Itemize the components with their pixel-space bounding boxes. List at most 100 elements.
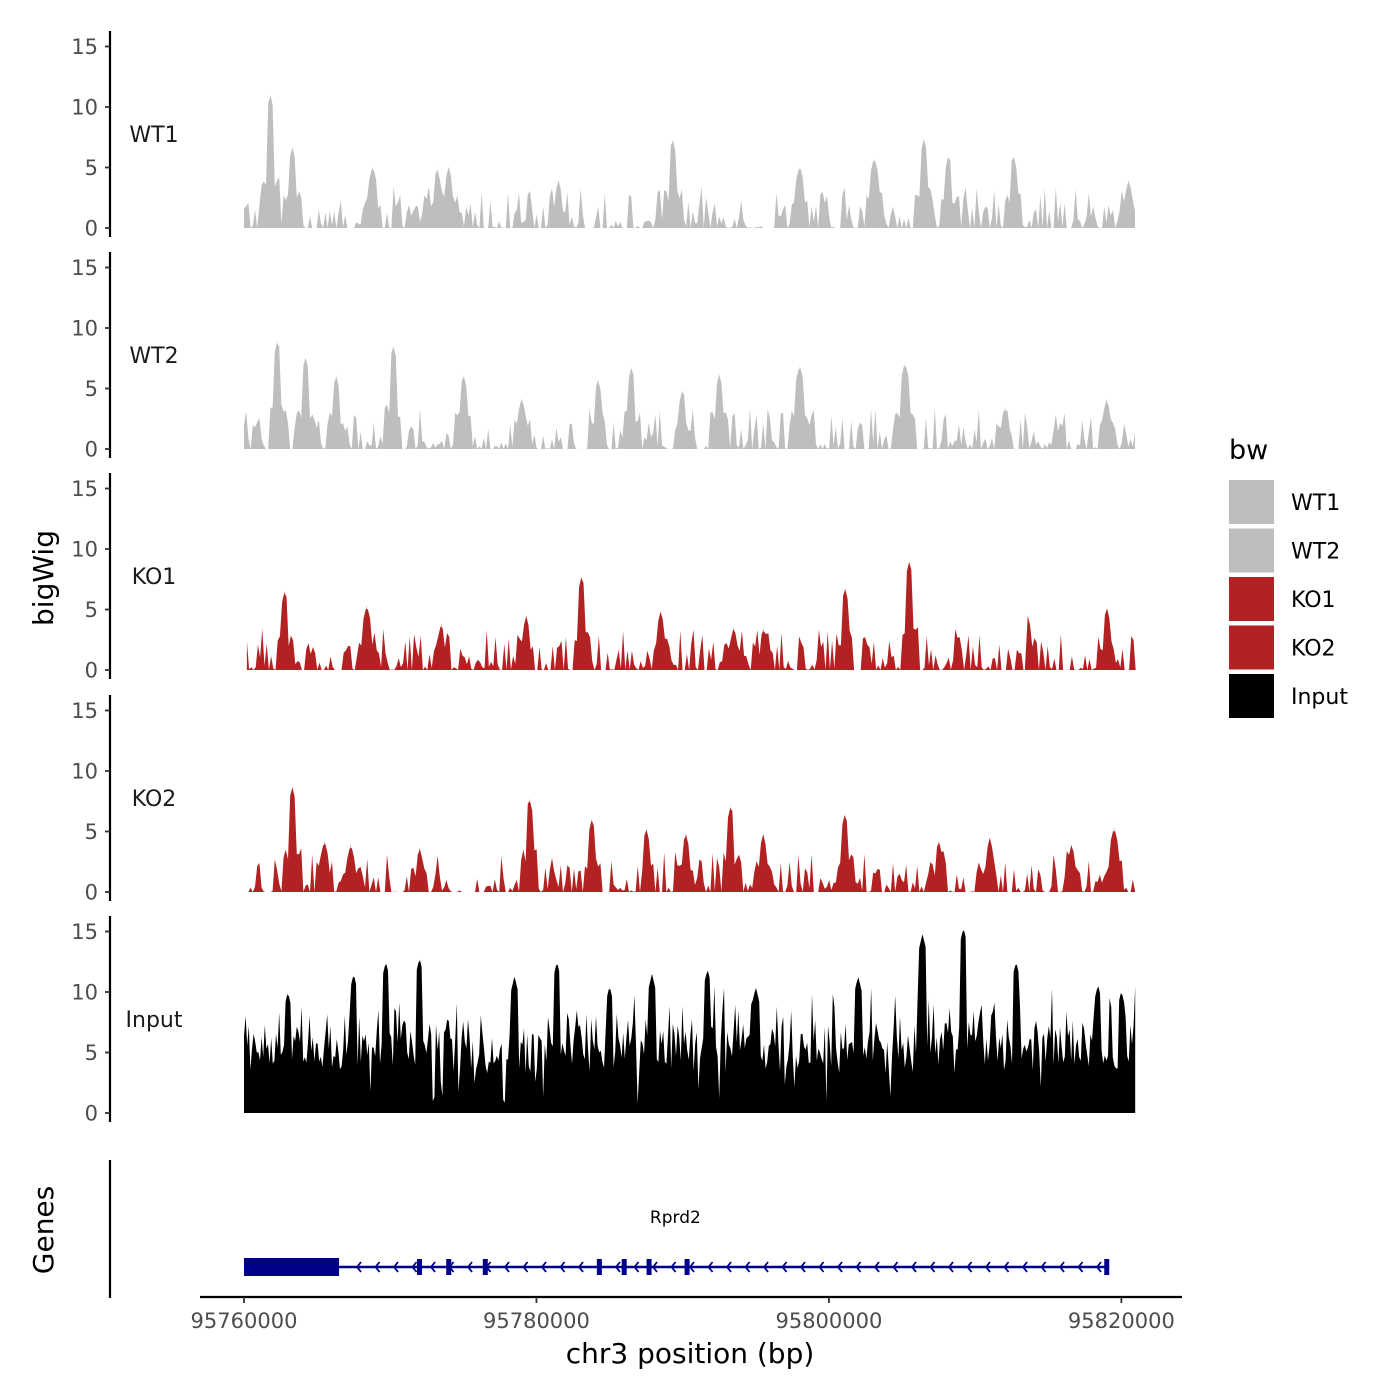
track-ko2: 0 5 10 15 KO2	[71, 695, 1135, 905]
coverage-area-wt1	[244, 95, 1135, 228]
y-tick-label: 10	[71, 760, 98, 784]
strand-arrow-icon	[966, 1261, 973, 1273]
track-label-wt2: WT2	[129, 344, 178, 369]
y-tick-label: 0	[85, 438, 98, 462]
coverage-peak	[1001, 406, 1008, 449]
coverage-peak	[347, 843, 354, 892]
coverage-peak	[589, 818, 595, 892]
coverage-peak	[416, 847, 423, 892]
gene-exon	[621, 1259, 627, 1275]
coverage-peak	[369, 165, 376, 228]
strand-arrow-icon	[818, 1261, 825, 1273]
y-tick-label: 10	[71, 981, 98, 1005]
track-input: 0 5 10 15 Input	[71, 916, 1136, 1126]
coverage-peak	[921, 138, 927, 228]
coverage-peak	[935, 840, 942, 892]
coverage-peak	[1068, 843, 1075, 892]
coverage-peak	[760, 627, 767, 670]
y-tick-label: 15	[71, 35, 98, 59]
x-tick-label: 95820000	[1068, 1309, 1175, 1333]
strand-arrow-icon	[873, 1261, 880, 1273]
strand-arrow-icon	[559, 1261, 566, 1273]
coverage-peak	[434, 167, 440, 228]
legend-title: bw	[1229, 435, 1268, 466]
coverage-peak	[752, 987, 759, 1113]
coverage-peak	[960, 927, 967, 1113]
gene-exon	[684, 1259, 690, 1275]
coverage-peak	[606, 986, 613, 1113]
strand-arrow-icon	[466, 1261, 473, 1273]
track-label-wt1: WT1	[129, 123, 178, 148]
y-tick-label: 15	[71, 699, 98, 723]
coverage-peak	[363, 604, 370, 670]
strand-arrow-icon	[910, 1261, 917, 1273]
coverage-peak	[289, 786, 296, 892]
strand-arrow-icon	[855, 1261, 862, 1273]
track-label-ko2: KO2	[132, 787, 177, 812]
coverage-peak	[1103, 398, 1110, 449]
y-tick-label: 5	[85, 598, 98, 622]
gene-exon	[416, 1259, 422, 1275]
strand-arrow-icon	[725, 1261, 732, 1273]
coverage-peak	[1024, 615, 1031, 670]
coverage-area-wt2	[244, 342, 1135, 449]
coverage-peak	[274, 340, 281, 449]
coverage-peak	[679, 388, 686, 449]
coverage-peak	[669, 138, 676, 228]
coverage-tracks: 0 5 10 15 WT1 0 5 10 15 WT2 0 5 10 15 KO1 0 5 10 15 KO2 0 5 10…	[71, 31, 1136, 1126]
coverage-peak	[704, 969, 711, 1113]
coverage-peak	[760, 833, 767, 892]
coverage-peak	[906, 561, 913, 670]
gene-exon-thick	[244, 1258, 340, 1276]
coverage-peak	[796, 364, 803, 449]
strand-arrow-icon	[374, 1261, 381, 1273]
coverage-peak	[716, 374, 723, 449]
coverage-peak	[553, 961, 560, 1113]
strand-arrow-icon	[670, 1261, 677, 1273]
x-tick-label: 95780000	[483, 1309, 590, 1333]
coverage-peak	[986, 837, 993, 892]
coverage-peak	[390, 344, 397, 449]
strand-arrow-icon	[577, 1261, 584, 1273]
legend-label-wt1: WT1	[1291, 491, 1340, 516]
coverage-peak	[657, 610, 664, 670]
strand-arrow-icon	[929, 1261, 936, 1273]
strand-arrow-icon	[355, 1261, 362, 1273]
coverage-peak	[416, 958, 423, 1113]
track-ko1: 0 5 10 15 KO1	[71, 473, 1136, 683]
strand-arrow-icon	[485, 1261, 492, 1273]
y-tick-label: 15	[71, 920, 98, 944]
coverage-peak	[682, 832, 689, 892]
coverage-peak	[382, 961, 389, 1113]
x-axis: 95760000 95780000 95800000 95820000	[191, 1295, 1182, 1333]
coverage-peak	[333, 375, 340, 449]
coverage-peak	[1118, 990, 1125, 1113]
strand-arrow-icon	[799, 1261, 806, 1273]
genes-axis-title: Genes	[27, 1186, 60, 1274]
y-tick-label: 5	[85, 156, 98, 180]
coverage-peak	[649, 973, 655, 1113]
coverage-peak	[945, 154, 952, 228]
strand-arrow-icon	[392, 1261, 399, 1273]
legend-label-input: Input	[1291, 685, 1348, 710]
strand-arrow-icon	[429, 1261, 436, 1273]
x-axis-title: chr3 position (bp)	[566, 1337, 815, 1370]
y-tick-label: 15	[71, 477, 98, 501]
legend-key-wt2	[1229, 528, 1274, 573]
coverage-peak	[842, 813, 848, 892]
coverage-peak	[526, 797, 533, 892]
coverage-peak	[1125, 179, 1132, 228]
gene-exon	[596, 1259, 602, 1275]
track-wt2: 0 5 10 15 WT2	[71, 252, 1135, 462]
legend-label-ko2: KO2	[1291, 637, 1336, 662]
coverage-peak	[1103, 607, 1110, 670]
coverage-peak	[518, 397, 525, 449]
coverage-peak	[855, 976, 862, 1113]
legend-key-input	[1229, 674, 1274, 718]
y-tick-label: 0	[85, 881, 98, 905]
y-tick-label: 5	[85, 1041, 98, 1065]
coverage-peak	[284, 992, 291, 1113]
y-tick-label: 0	[85, 659, 98, 683]
coverage-peak	[511, 976, 518, 1113]
coverage-area-ko2	[248, 787, 1135, 892]
